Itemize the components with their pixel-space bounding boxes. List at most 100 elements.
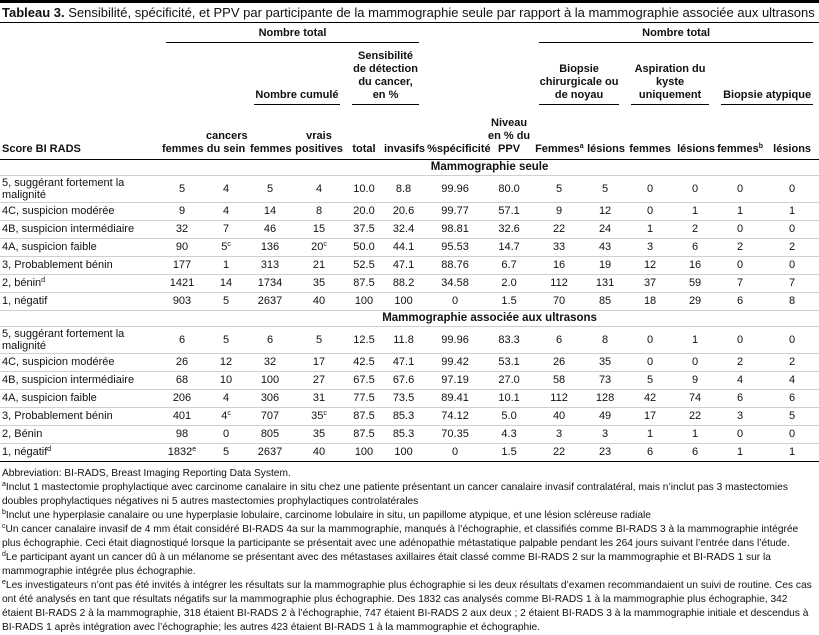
header-row: Score BI RADS femmes cancers du sein femmes… <box>0 105 819 160</box>
subgroup-label: Biopsie atypique <box>721 89 814 105</box>
data-cell: 85.3 <box>382 425 426 444</box>
footnote-mark: d <box>2 550 6 558</box>
data-cell: 5 <box>204 326 248 354</box>
data-cell: 5 <box>765 407 819 426</box>
data-cell: 70 <box>533 292 586 311</box>
data-cell: 46 <box>248 220 292 239</box>
data-cell: 9 <box>160 202 204 221</box>
data-cell: 0 <box>625 202 676 221</box>
data-cell: 40 <box>292 292 346 311</box>
cell-text: 1, négatif <box>2 446 48 458</box>
header-cell <box>0 43 160 105</box>
data-cell: 2 <box>715 353 766 372</box>
column-header: lésions <box>585 105 626 160</box>
table-body: Mammographie seule 5, suggérant fortement… <box>0 159 819 462</box>
header-row: Nombre cumulé Sensibilité de détection du… <box>0 43 819 105</box>
subgroup-header: Sensibilité de détection du cancer, en % <box>346 43 425 105</box>
data-cell: 0 <box>625 175 676 203</box>
footnote-mark: c <box>323 241 327 248</box>
data-cell: 37.5 <box>346 220 382 239</box>
header-cell <box>0 23 160 43</box>
data-cell: 6 <box>675 443 716 462</box>
footnote-mark: c <box>323 410 327 417</box>
data-cell: 5 <box>248 175 292 203</box>
data-cell: 20.6 <box>382 202 426 221</box>
data-cell: 14.7 <box>485 238 534 257</box>
data-cell: 34.58 <box>425 274 486 293</box>
data-row: 4B, suspicion intermédiaire 32 7 46 15 37.5 32… <box>0 220 819 239</box>
data-cell: 1 <box>765 202 819 221</box>
data-cell: 6 <box>675 238 716 257</box>
data-cell: 3 <box>715 407 766 426</box>
data-cell: 903 <box>160 292 204 311</box>
data-cell: 22 <box>533 443 586 462</box>
data-cell: 32 <box>160 220 204 239</box>
data-cell: 6 <box>625 443 676 462</box>
data-cell: 0 <box>675 175 716 203</box>
column-header: lésions <box>675 105 716 160</box>
data-cell: 177 <box>160 256 204 275</box>
data-table: Nombre total Nombre total Nombre cumulé Sen… <box>0 23 819 462</box>
data-cell: 97.19 <box>425 371 486 390</box>
data-cell: 33 <box>533 238 586 257</box>
data-row: 4C, suspicion modérée 26 12 32 17 42.5 47.1 99.… <box>0 353 819 372</box>
data-cell: 52.5 <box>346 256 382 275</box>
data-cell: 88.76 <box>425 256 486 275</box>
data-cell: 1 <box>715 202 766 221</box>
column-header: %spécificité <box>425 105 491 160</box>
data-cell: 0 <box>425 292 486 311</box>
data-cell: 4 <box>292 175 346 203</box>
section-row: Mammographie associée aux ultrasons <box>0 310 819 327</box>
data-cell: 8 <box>292 202 346 221</box>
data-cell: 0 <box>765 326 819 354</box>
data-cell: 6 <box>160 326 204 354</box>
data-cell: 5c <box>204 238 248 257</box>
data-cell: 32 <box>248 353 292 372</box>
data-cell: 26 <box>160 353 204 372</box>
row-label: 4B, suspicion intermédiaire <box>0 371 160 390</box>
row-label: 2, bénind <box>0 274 160 293</box>
data-cell: 99.96 <box>425 326 486 354</box>
column-header: Score BI RADS <box>0 105 160 160</box>
data-row: 2, Bénin 98 0 805 35 87.5 85.3 70.35 4.3 3 3 1 1 0 0 <box>0 425 819 444</box>
data-cell: 17 <box>625 407 676 426</box>
data-cell: 47.1 <box>382 256 426 275</box>
data-cell: 1 <box>625 220 676 239</box>
column-header: lésions <box>765 105 819 160</box>
data-cell: 22 <box>533 220 586 239</box>
data-cell: 32.6 <box>485 220 534 239</box>
data-cell: 0 <box>625 326 676 354</box>
column-header: femmes <box>625 105 676 160</box>
data-cell: 29 <box>675 292 716 311</box>
data-cell: 0 <box>204 425 248 444</box>
data-cell: 53.1 <box>485 353 534 372</box>
row-label: 4C, suspicion modérée <box>0 353 160 372</box>
data-cell: 206 <box>160 389 204 408</box>
footnote-mark: b <box>758 142 763 150</box>
cell-text: 4 <box>221 410 228 422</box>
data-cell: 16 <box>675 256 716 275</box>
data-cell: 10.1 <box>485 389 534 408</box>
footnote: Abbreviation: BI-RADS, Breast Imaging Re… <box>2 467 291 479</box>
data-cell: 9 <box>533 202 586 221</box>
cell-text: 1832 <box>167 446 193 458</box>
section-row: Mammographie seule <box>0 159 819 176</box>
data-cell: 707 <box>248 407 292 426</box>
data-cell: 5.0 <box>485 407 534 426</box>
data-cell: 100 <box>346 443 382 462</box>
data-row: 2, bénind 1421 14 1734 35 87.5 88.2 34.58 2.0 112… <box>0 274 819 293</box>
data-cell: 85.3 <box>382 407 426 426</box>
data-cell: 83.3 <box>485 326 534 354</box>
data-cell: 5 <box>292 326 346 354</box>
data-cell: 6.7 <box>485 256 534 275</box>
data-cell: 1421 <box>160 274 204 293</box>
data-row: 5, suggérant fortement la malignité 5 4 5 4 1… <box>0 175 819 203</box>
footnote-mark: b <box>2 508 6 516</box>
subgroup-label: Aspiration du kyste uniquement <box>631 63 710 105</box>
cell-text: femmes <box>717 142 759 155</box>
table-title-text: Sensibilité, spécificité, et PPV par par… <box>68 5 815 20</box>
data-cell: 0 <box>715 175 766 203</box>
footnote-mark: d <box>41 277 46 284</box>
header-cell <box>425 43 533 105</box>
data-cell: 40 <box>533 407 586 426</box>
